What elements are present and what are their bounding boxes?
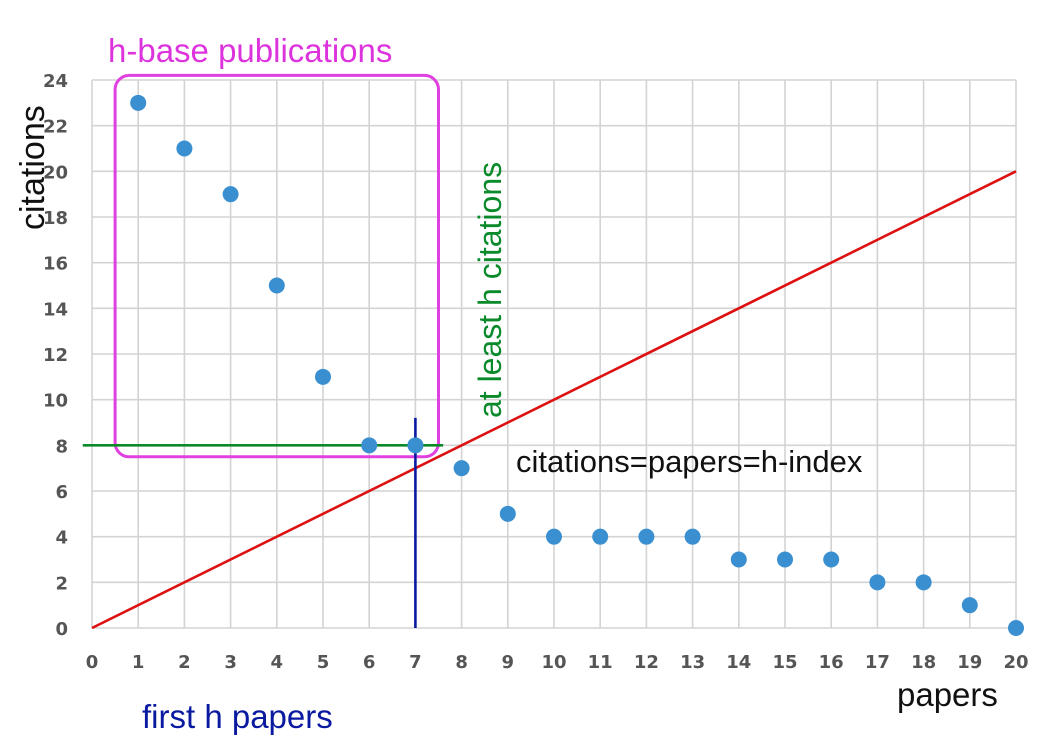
x-tick-label: 6: [363, 652, 376, 673]
data-point: [407, 437, 424, 454]
y-tick-label: 12: [43, 345, 68, 366]
data-point: [361, 437, 378, 454]
data-point: [823, 551, 840, 568]
data-point: [130, 94, 147, 111]
box-label: h-base publications: [108, 32, 392, 69]
x-tick-label: 5: [317, 652, 330, 673]
data-point: [915, 574, 932, 591]
x-tick-label: 18: [911, 652, 936, 673]
y-tick-label: 10: [43, 391, 68, 412]
x-tick-label: 8: [455, 652, 468, 673]
data-point: [222, 186, 239, 203]
equality-label: citations=papers=h-index: [516, 444, 863, 479]
x-tick-label: 14: [726, 652, 751, 673]
x-tick-label: 12: [634, 652, 659, 673]
x-tick-label: 10: [541, 652, 566, 673]
y-tick-label: 20: [43, 162, 68, 183]
x-tick-label: 2: [178, 652, 191, 673]
y-tick-label: 4: [55, 528, 68, 549]
data-point: [268, 277, 285, 294]
x-tick-label: 13: [680, 652, 705, 673]
y-tick-label: 24: [43, 71, 68, 92]
y-tick-label: 14: [43, 299, 68, 320]
x-tick-label: 3: [224, 652, 237, 673]
h-base-box: [113, 73, 440, 459]
y-tick-label: 2: [55, 573, 68, 594]
data-point: [176, 140, 193, 157]
x-tick-label: 20: [1003, 652, 1028, 673]
grid: [91, 79, 1017, 629]
data-point: [592, 528, 609, 545]
y-axis-label: citations: [14, 105, 52, 230]
data-point: [1008, 620, 1024, 636]
data-point: [499, 505, 516, 522]
x-axis-ticks: 0 1 2 3 4 5 6 7 8 9 10 11 12 13 14 15 16 17 18 19 20: [86, 652, 1029, 673]
data-points: [130, 94, 1024, 636]
x-tick-label: 7: [409, 652, 422, 673]
y-tick-label: 0: [55, 619, 68, 640]
data-point: [638, 528, 655, 545]
x-tick-label: 15: [772, 652, 797, 673]
x-tick-label: 19: [957, 652, 982, 673]
data-point: [961, 597, 978, 614]
x-tick-label: 4: [271, 652, 284, 673]
first-h-label: first h papers: [142, 698, 333, 735]
at-least-label: at least h citations: [472, 162, 508, 418]
y-tick-label: 6: [55, 482, 68, 503]
data-point: [684, 528, 701, 545]
x-tick-label: 1: [132, 652, 145, 673]
x-tick-label: 16: [819, 652, 844, 673]
reference-lines: [82, 73, 1017, 630]
data-point: [453, 460, 470, 477]
data-point: [777, 551, 793, 568]
x-tick-label: 17: [865, 652, 890, 673]
data-point: [546, 528, 562, 545]
x-tick-label: 0: [86, 652, 99, 673]
data-point: [315, 368, 331, 385]
x-tick-label: 9: [502, 652, 515, 673]
y-tick-label: 8: [55, 436, 68, 457]
data-point: [730, 551, 747, 568]
diagonal-line: [91, 170, 1017, 630]
y-tick-label: 22: [43, 117, 68, 138]
y-tick-label: 16: [43, 254, 68, 275]
x-axis-label: papers: [897, 676, 998, 713]
data-point: [869, 574, 886, 591]
y-tick-label: 18: [43, 208, 68, 229]
x-tick-label: 11: [588, 652, 613, 673]
